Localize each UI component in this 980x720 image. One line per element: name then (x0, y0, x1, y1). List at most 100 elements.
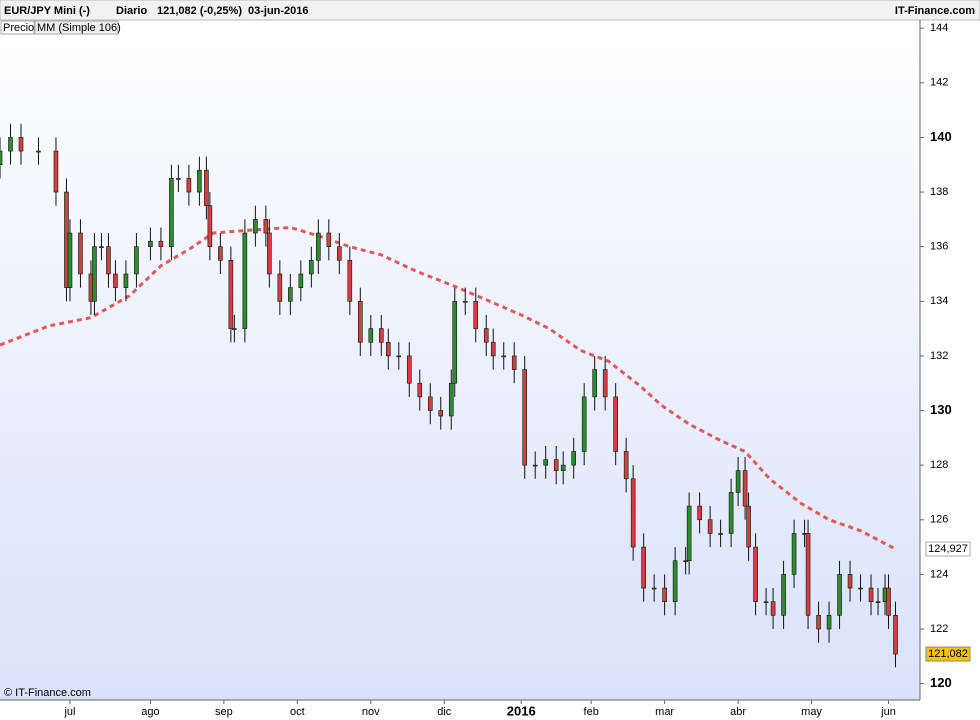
candle-body (267, 232, 272, 275)
legend-box (34, 20, 119, 35)
candle-body (438, 410, 444, 417)
candle-body (218, 246, 223, 261)
y-tick-label: 134 (930, 295, 948, 307)
candle-body (326, 232, 332, 247)
candle-body (417, 382, 423, 398)
x-tick-label: sep (215, 706, 233, 718)
brand: IT-Finance.com (895, 5, 975, 17)
candle-body (113, 273, 118, 288)
candle-body (511, 355, 517, 370)
x-tick-label: may (801, 706, 822, 718)
candle-body (697, 505, 702, 521)
candle-body (67, 232, 73, 288)
moving-average (0, 226, 897, 551)
candle-body (134, 246, 139, 275)
candle-body (204, 169, 209, 207)
candle-body (560, 464, 566, 471)
header-bar (0, 0, 980, 21)
legend-entry: MM (Simple 106) (37, 22, 121, 34)
candle-body (532, 464, 538, 467)
candle-body (228, 260, 234, 329)
candle-body (473, 300, 479, 329)
x-tick-label: jul (63, 706, 75, 718)
candle-body (298, 273, 304, 288)
candle-body (406, 355, 412, 384)
candle-body (53, 150, 59, 193)
y-tick-label: 136 (930, 241, 948, 253)
candle-body (368, 328, 374, 343)
candle-body (781, 574, 786, 616)
candle-body (735, 470, 741, 493)
candle-body (875, 601, 881, 603)
candle-body (847, 574, 853, 589)
candle-body (662, 587, 667, 602)
x-tick-label: ago (141, 706, 159, 718)
candle-body (623, 451, 629, 480)
x-tick-label: abr (730, 706, 746, 718)
candle-body (316, 232, 321, 261)
x-tick-label: feb (584, 706, 599, 718)
candle-body (78, 232, 83, 275)
candle-body (288, 287, 293, 302)
candle-body (770, 601, 776, 616)
candle-body (337, 246, 342, 261)
candle-body (396, 355, 402, 358)
price-label-box (925, 646, 971, 662)
candle-body (707, 519, 713, 534)
candle-body (553, 459, 559, 471)
candle-body (826, 615, 832, 630)
candle-body (309, 260, 314, 275)
candle-body (18, 137, 24, 152)
x-tick-label: oct (290, 706, 305, 718)
candle-body (837, 574, 842, 616)
y-tick-label: 120 (930, 675, 952, 690)
candle-body (176, 178, 181, 180)
candle-body (886, 587, 891, 616)
candle-body (385, 341, 391, 357)
candle-body (207, 205, 213, 247)
candle-body (263, 219, 269, 234)
ma-label-box (925, 541, 971, 557)
candle-body (169, 178, 174, 247)
candle-body (581, 396, 587, 452)
footer: © IT-Finance.com (4, 687, 91, 699)
x-tick-label: 2016 (507, 703, 536, 718)
candle-body (763, 601, 769, 603)
candle-body (641, 546, 646, 589)
candle-body (148, 240, 153, 247)
x-tick-label: mar (655, 706, 674, 718)
y-tick-label: 144 (930, 22, 948, 34)
candle-body (746, 505, 751, 548)
y-tick-label: 126 (930, 514, 948, 526)
candle-body (630, 478, 636, 548)
candle-body (8, 137, 13, 152)
plot-area (0, 20, 920, 700)
candle-body (123, 273, 129, 288)
candle-body (791, 533, 797, 575)
candle-body (347, 260, 353, 302)
candle-body (893, 615, 898, 655)
candle-body (99, 246, 104, 248)
legend-box (0, 20, 35, 35)
candle-body (672, 560, 678, 602)
price-label: 121,082 (928, 648, 968, 660)
y-tick-label: 130 (930, 402, 952, 417)
candle-body (753, 546, 758, 602)
y-tick-label: 142 (930, 77, 948, 89)
candle-body (613, 396, 618, 452)
period: Diario (116, 5, 147, 17)
candle-body (858, 587, 863, 590)
candle-body (483, 328, 489, 343)
candle-body (462, 300, 468, 303)
symbol: EUR/JPY Mini (-) (4, 5, 90, 17)
candle-body (728, 492, 734, 534)
y-tick-label: 138 (930, 186, 948, 198)
x-tick-label: dic (437, 706, 452, 718)
candle-body (651, 587, 657, 590)
quote: 121,082 (-0,25%) (157, 5, 242, 17)
candle-body (36, 150, 41, 153)
candle-body (686, 505, 692, 562)
candle-body (378, 328, 384, 343)
y-tick-label: 140 (930, 129, 952, 144)
